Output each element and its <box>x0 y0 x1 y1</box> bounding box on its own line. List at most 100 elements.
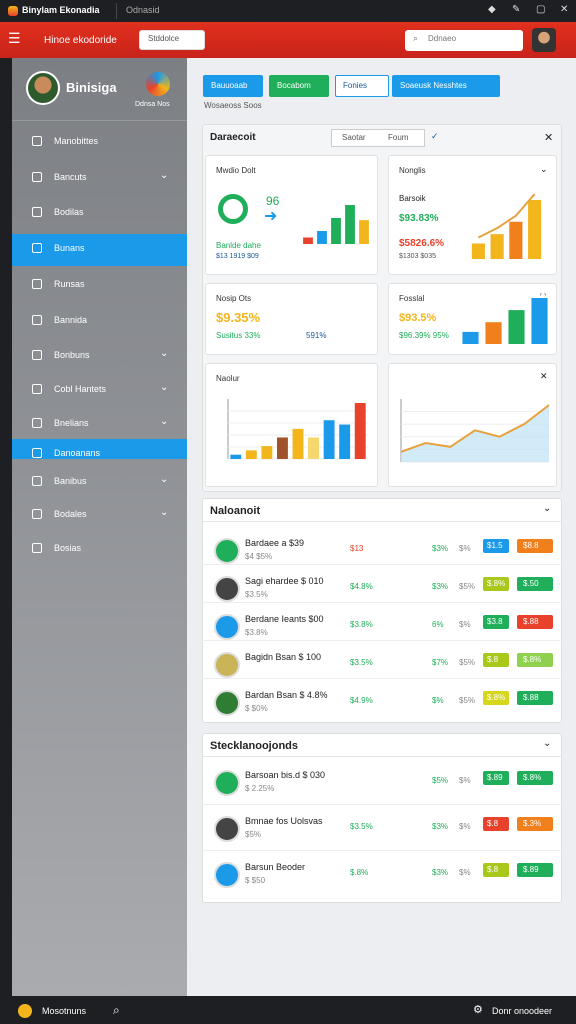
row-sub: $ $0% <box>245 704 268 713</box>
badge-text: $.89 <box>487 773 503 782</box>
badge-text: $.88 <box>523 693 539 702</box>
card-text: 591% <box>306 331 327 340</box>
menu-item[interactable]: Banibus <box>54 476 87 486</box>
search-icon: ⌕ <box>413 33 419 43</box>
divider <box>202 756 562 757</box>
user-avatar[interactable] <box>532 28 556 52</box>
collapse-icon[interactable]: ⌄ <box>543 738 552 749</box>
window-icon[interactable]: ◆ <box>488 4 496 15</box>
top-bar <box>0 0 576 22</box>
row-value: $3.5% <box>350 822 373 831</box>
menu-item[interactable]: Bancuts <box>54 172 87 182</box>
toolbar-button[interactable] <box>335 75 389 97</box>
chevron[interactable]: ⌄ <box>160 474 169 485</box>
card: Nosip Ots $9.35% Susitus 33% 591% <box>205 283 378 355</box>
card-icon[interactable]: ✕ <box>540 371 548 381</box>
menu-item[interactable]: Cobl Hantets <box>54 384 107 394</box>
menu-item[interactable]: Manobittes <box>54 136 99 146</box>
chevron[interactable]: ⌄ <box>160 348 169 359</box>
row-avatar <box>214 690 240 716</box>
menu-item[interactable]: Bunans <box>54 243 85 253</box>
row-avatar <box>214 576 240 602</box>
menu-item[interactable]: Bannida <box>54 315 88 325</box>
window-icon[interactable]: ✎ <box>512 4 521 15</box>
row-name: Bardaee a $39 <box>245 538 305 548</box>
menu-item[interactable]: Bodilas <box>54 207 84 217</box>
bar <box>323 420 335 459</box>
search-placeholder: Ddnaeo <box>428 34 457 43</box>
footer-search[interactable]: ⌕ <box>113 1003 120 1017</box>
row-avatar <box>214 538 240 564</box>
menu-button[interactable]: ☰ <box>8 30 21 46</box>
tab-title[interactable]: Odnasid <box>126 5 160 15</box>
menu-item[interactable]: Bodales <box>54 509 87 519</box>
mini-chart <box>303 205 369 244</box>
toolbar-button[interactable] <box>269 75 329 97</box>
panel-tab[interactable]: Saotar <box>342 133 366 142</box>
row-value: $4.9% <box>350 696 373 705</box>
card-icon[interactable]: ⌄ <box>540 164 548 174</box>
menu-item[interactable]: Runsas <box>54 279 85 289</box>
tab-title[interactable]: Binylam Ekonadia <box>22 5 100 15</box>
menu-item[interactable]: Bonbuns <box>54 350 90 360</box>
card-title: Nosip Ots <box>216 294 252 303</box>
menu-item[interactable]: Danoanans <box>54 448 101 458</box>
divider <box>202 521 562 522</box>
menu-item[interactable]: Bosias <box>54 543 82 553</box>
trend-line <box>477 193 536 239</box>
row-value: $3% <box>432 544 449 553</box>
toolbar-button[interactable] <box>392 75 500 97</box>
panel-title: Stecklanoojonds <box>210 740 299 752</box>
badge-text: $8.8 <box>523 541 539 550</box>
card-text: 96 <box>266 194 280 208</box>
footer-label: Donr onoodeer <box>492 1006 553 1016</box>
settings-icon[interactable]: ⚙ <box>473 1004 483 1016</box>
bar <box>339 424 351 459</box>
button-label: Fonies <box>343 81 368 90</box>
table-panel <box>202 498 562 723</box>
row-value: $% <box>459 868 471 877</box>
search-box[interactable] <box>405 30 523 51</box>
dropdown[interactable] <box>139 30 205 50</box>
row-name: Barsun Beoder <box>245 862 306 872</box>
card-icon[interactable]: ⛶ <box>540 292 547 302</box>
menu-icon <box>32 279 42 289</box>
badge-text: $3.8 <box>487 617 503 626</box>
collapse-icon[interactable]: ⌄ <box>543 503 552 514</box>
row-name: Bmnae fos Uolsvas <box>245 816 323 826</box>
row-value: $% <box>459 544 471 553</box>
close-icon[interactable]: ✕ <box>544 132 554 144</box>
chevron[interactable]: ⌄ <box>160 507 169 518</box>
chevron[interactable]: ⌄ <box>160 416 169 427</box>
row-value: $5% <box>459 658 476 667</box>
menu-icon <box>32 315 42 325</box>
chevron[interactable]: ⌄ <box>160 382 169 393</box>
tab-sep <box>116 3 117 19</box>
badge <box>517 771 553 785</box>
footer-label: Mosotnuns <box>42 1006 87 1016</box>
window-icon[interactable]: ▢ <box>536 4 546 15</box>
row-value: 6% <box>432 620 444 629</box>
row-value: $3.8% <box>350 620 373 629</box>
row-avatar <box>214 770 240 796</box>
menu-icon <box>32 350 42 360</box>
badge-text: $.8 <box>487 865 499 874</box>
window-icon[interactable]: ✕ <box>560 4 569 15</box>
sidebar <box>12 58 187 996</box>
row-divider <box>202 602 562 603</box>
mini-chart <box>400 399 550 463</box>
toolbar-button[interactable] <box>203 75 263 97</box>
badge <box>483 863 509 877</box>
row-avatar <box>214 614 240 640</box>
chevron[interactable]: ⌄ <box>160 170 169 181</box>
panel-tab[interactable]: Foum <box>388 133 409 142</box>
header-title: Hinoe ekodoride <box>44 35 117 46</box>
app-icon <box>8 6 18 16</box>
bar <box>485 322 502 344</box>
bar <box>471 243 485 259</box>
card-text: $96.39% 95% <box>399 331 449 340</box>
row-divider <box>202 564 562 565</box>
menu-item[interactable]: Bnelians <box>54 418 89 428</box>
row-avatar <box>214 816 240 842</box>
badge-text: $.8 <box>487 655 499 664</box>
